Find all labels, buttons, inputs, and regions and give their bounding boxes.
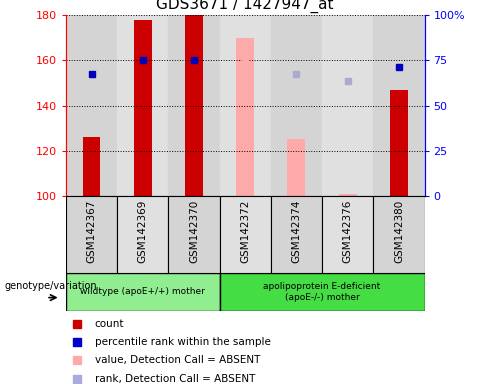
Text: apolipoprotein E-deficient
(apoE-/-) mother: apolipoprotein E-deficient (apoE-/-) mot… [264,282,381,301]
Bar [373,15,425,196]
Bar [390,90,408,196]
Text: value, Detection Call = ABSENT: value, Detection Call = ABSENT [95,355,260,365]
Text: genotype/variation: genotype/variation [5,281,98,291]
Text: rank, Detection Call = ABSENT: rank, Detection Call = ABSENT [95,374,255,384]
Bar [117,15,168,196]
Text: percentile rank within the sample: percentile rank within the sample [95,337,270,347]
Text: GSM142380: GSM142380 [394,200,404,263]
Bar [287,139,305,196]
Bar [168,196,220,273]
Bar [236,38,254,196]
Text: GSM142367: GSM142367 [86,200,97,263]
Bar [339,194,357,196]
Text: GSM142370: GSM142370 [189,200,199,263]
Bar [373,196,425,273]
Bar [322,15,373,196]
Text: wildtype (apoE+/+) mother: wildtype (apoE+/+) mother [81,287,205,296]
Bar [271,196,322,273]
Bar [66,273,220,311]
Bar [271,15,322,196]
Title: GDS3671 / 1427947_at: GDS3671 / 1427947_at [157,0,334,13]
Text: GSM142369: GSM142369 [138,200,148,263]
Bar [185,15,203,196]
Bar [82,137,101,196]
Text: GSM142372: GSM142372 [240,200,250,263]
Bar [168,15,220,196]
Bar [220,15,271,196]
Bar [66,196,117,273]
Text: count: count [95,319,124,329]
Bar [220,196,271,273]
Bar [322,196,373,273]
Bar [220,273,425,311]
Bar [134,20,152,196]
Text: GSM142376: GSM142376 [343,200,353,263]
Bar [117,196,168,273]
Bar [66,15,117,196]
Text: GSM142374: GSM142374 [291,200,302,263]
